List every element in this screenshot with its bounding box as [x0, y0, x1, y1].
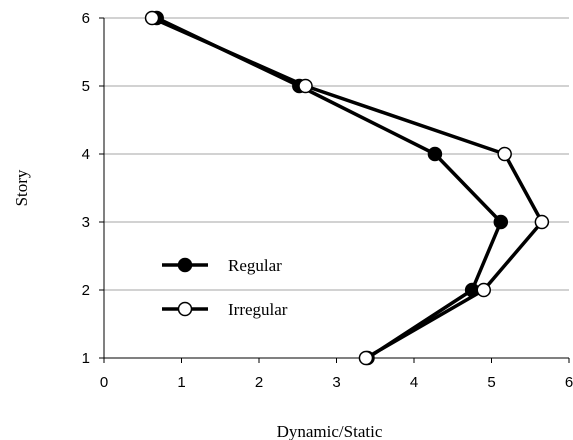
series-line [151, 16, 544, 360]
series-layer [144, 10, 550, 366]
series-line [155, 16, 503, 360]
y-tick-label: 4 [82, 146, 90, 163]
x-tick-label: 4 [410, 374, 418, 391]
data-point [298, 78, 313, 94]
data-point [476, 282, 491, 298]
x-tick-label: 0 [100, 374, 108, 391]
y-tick-label: 5 [82, 78, 90, 95]
data-point [427, 146, 443, 162]
legend: Regular Irregular [160, 252, 330, 322]
data-point [358, 350, 374, 366]
legend-label: Regular [228, 256, 282, 275]
x-tick-label: 1 [177, 374, 185, 391]
legend-marker [177, 257, 193, 273]
y-tick-label: 2 [82, 282, 90, 299]
series-irregular [151, 16, 544, 360]
x-tick-label: 3 [332, 374, 340, 391]
data-point [144, 10, 160, 26]
data-point [493, 214, 509, 230]
x-tick-label: 2 [255, 374, 263, 391]
data-point [497, 146, 512, 162]
y-tick-label: 3 [82, 214, 90, 231]
legend-marker [177, 301, 193, 317]
data-point [534, 214, 550, 230]
gridlines [104, 17, 569, 291]
series-regular [155, 16, 503, 360]
y-tick-label: 6 [82, 10, 90, 27]
y-axis-title: Story [12, 169, 31, 206]
markers-irregular [144, 10, 550, 366]
x-tick-label: 6 [565, 374, 573, 391]
x-tick-label: 5 [487, 374, 495, 391]
y-tick-label: 1 [82, 350, 90, 367]
legend-label: Irregular [228, 300, 288, 319]
x-axis-title: Dynamic/Static [277, 422, 383, 440]
